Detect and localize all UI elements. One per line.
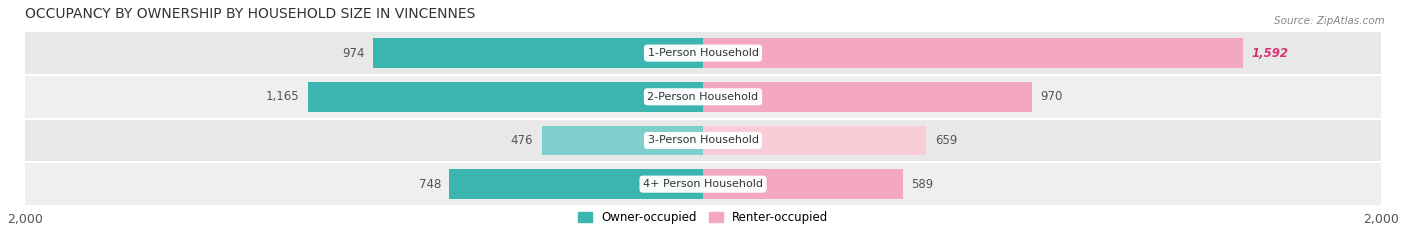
Bar bbox=[703, 38, 1243, 68]
Text: 659: 659 bbox=[935, 134, 957, 147]
Text: 3-Person Household: 3-Person Household bbox=[648, 135, 758, 145]
Text: 1,592: 1,592 bbox=[1251, 47, 1288, 60]
Text: 748: 748 bbox=[419, 178, 441, 191]
Bar bbox=[25, 119, 1381, 162]
Text: OCCUPANCY BY OWNERSHIP BY HOUSEHOLD SIZE IN VINCENNES: OCCUPANCY BY OWNERSHIP BY HOUSEHOLD SIZE… bbox=[25, 7, 475, 21]
Text: 2-Person Household: 2-Person Household bbox=[647, 92, 759, 102]
Text: 1,165: 1,165 bbox=[266, 90, 299, 103]
Bar bbox=[25, 75, 1381, 119]
Bar bbox=[25, 162, 1381, 206]
Text: 476: 476 bbox=[510, 134, 533, 147]
Legend: Owner-occupied, Renter-occupied: Owner-occupied, Renter-occupied bbox=[578, 211, 828, 224]
Bar bbox=[703, 169, 903, 199]
Text: Source: ZipAtlas.com: Source: ZipAtlas.com bbox=[1274, 16, 1385, 26]
Bar bbox=[373, 38, 703, 68]
Bar bbox=[703, 126, 927, 155]
Text: 974: 974 bbox=[342, 47, 364, 60]
Bar bbox=[25, 31, 1381, 75]
Text: 589: 589 bbox=[911, 178, 934, 191]
Bar bbox=[703, 82, 1032, 112]
Text: 970: 970 bbox=[1040, 90, 1063, 103]
Text: 1-Person Household: 1-Person Household bbox=[648, 48, 758, 58]
Bar bbox=[308, 82, 703, 112]
Bar bbox=[541, 126, 703, 155]
Text: 4+ Person Household: 4+ Person Household bbox=[643, 179, 763, 189]
Bar bbox=[450, 169, 703, 199]
